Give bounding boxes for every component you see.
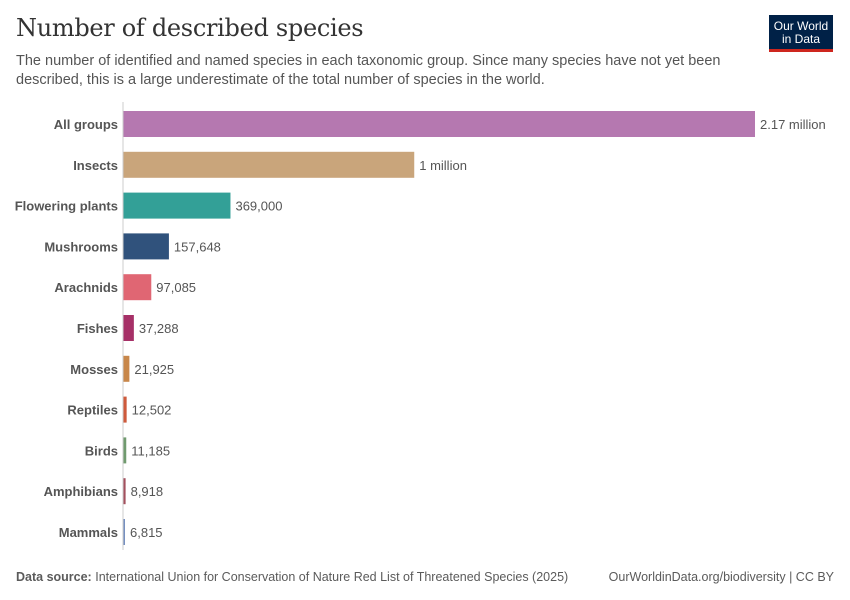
category-label: Amphibians xyxy=(44,484,118,499)
bar[interactable] xyxy=(123,233,169,260)
bar[interactable] xyxy=(123,519,125,545)
category-label: Mosses xyxy=(70,362,118,377)
bar[interactable] xyxy=(123,111,755,137)
value-label: 157,648 xyxy=(174,239,221,254)
category-label: Mushrooms xyxy=(44,239,118,254)
value-label: 1 million xyxy=(419,158,467,173)
value-label: 2.17 million xyxy=(760,117,826,132)
value-label: 11,185 xyxy=(131,443,170,458)
bar[interactable] xyxy=(123,437,127,464)
bar[interactable] xyxy=(123,478,126,505)
bar[interactable] xyxy=(123,192,231,219)
value-label: 21,925 xyxy=(134,362,174,377)
category-label: Birds xyxy=(85,443,118,458)
bar-chart: All groups 2.17 million Insects 1 million Fl… xyxy=(15,102,826,550)
owid-logo[interactable]: Our World in Data xyxy=(769,15,833,52)
value-label: 6,815 xyxy=(130,525,163,540)
category-label: Fishes xyxy=(77,321,118,336)
bar[interactable] xyxy=(123,274,152,301)
bar[interactable] xyxy=(123,151,415,178)
source-label: Data source: xyxy=(16,570,92,584)
value-label: 369,000 xyxy=(235,199,282,214)
bar[interactable] xyxy=(123,315,134,341)
source-text[interactable]: International Union for Conservation of … xyxy=(95,570,569,584)
category-label: Flowering plants xyxy=(15,199,118,214)
bar[interactable] xyxy=(123,355,130,382)
footer-link[interactable]: OurWorldinData.org/biodiversity | CC BY xyxy=(608,570,834,584)
category-label: Arachnids xyxy=(54,280,118,295)
category-label: Reptiles xyxy=(67,403,118,418)
chart-subtitle: The number of identified and named speci… xyxy=(16,53,721,88)
value-label: 37,288 xyxy=(139,321,179,336)
value-label: 12,502 xyxy=(132,403,172,418)
value-label: 97,085 xyxy=(156,280,196,295)
category-label: Insects xyxy=(73,158,118,173)
bar[interactable] xyxy=(123,396,127,423)
category-label: Mammals xyxy=(59,525,118,540)
value-label: 8,918 xyxy=(131,484,164,499)
category-label: All groups xyxy=(54,117,118,132)
page-title: Number of described species xyxy=(16,14,364,42)
footer: Data source: International Union for Con… xyxy=(16,570,834,584)
